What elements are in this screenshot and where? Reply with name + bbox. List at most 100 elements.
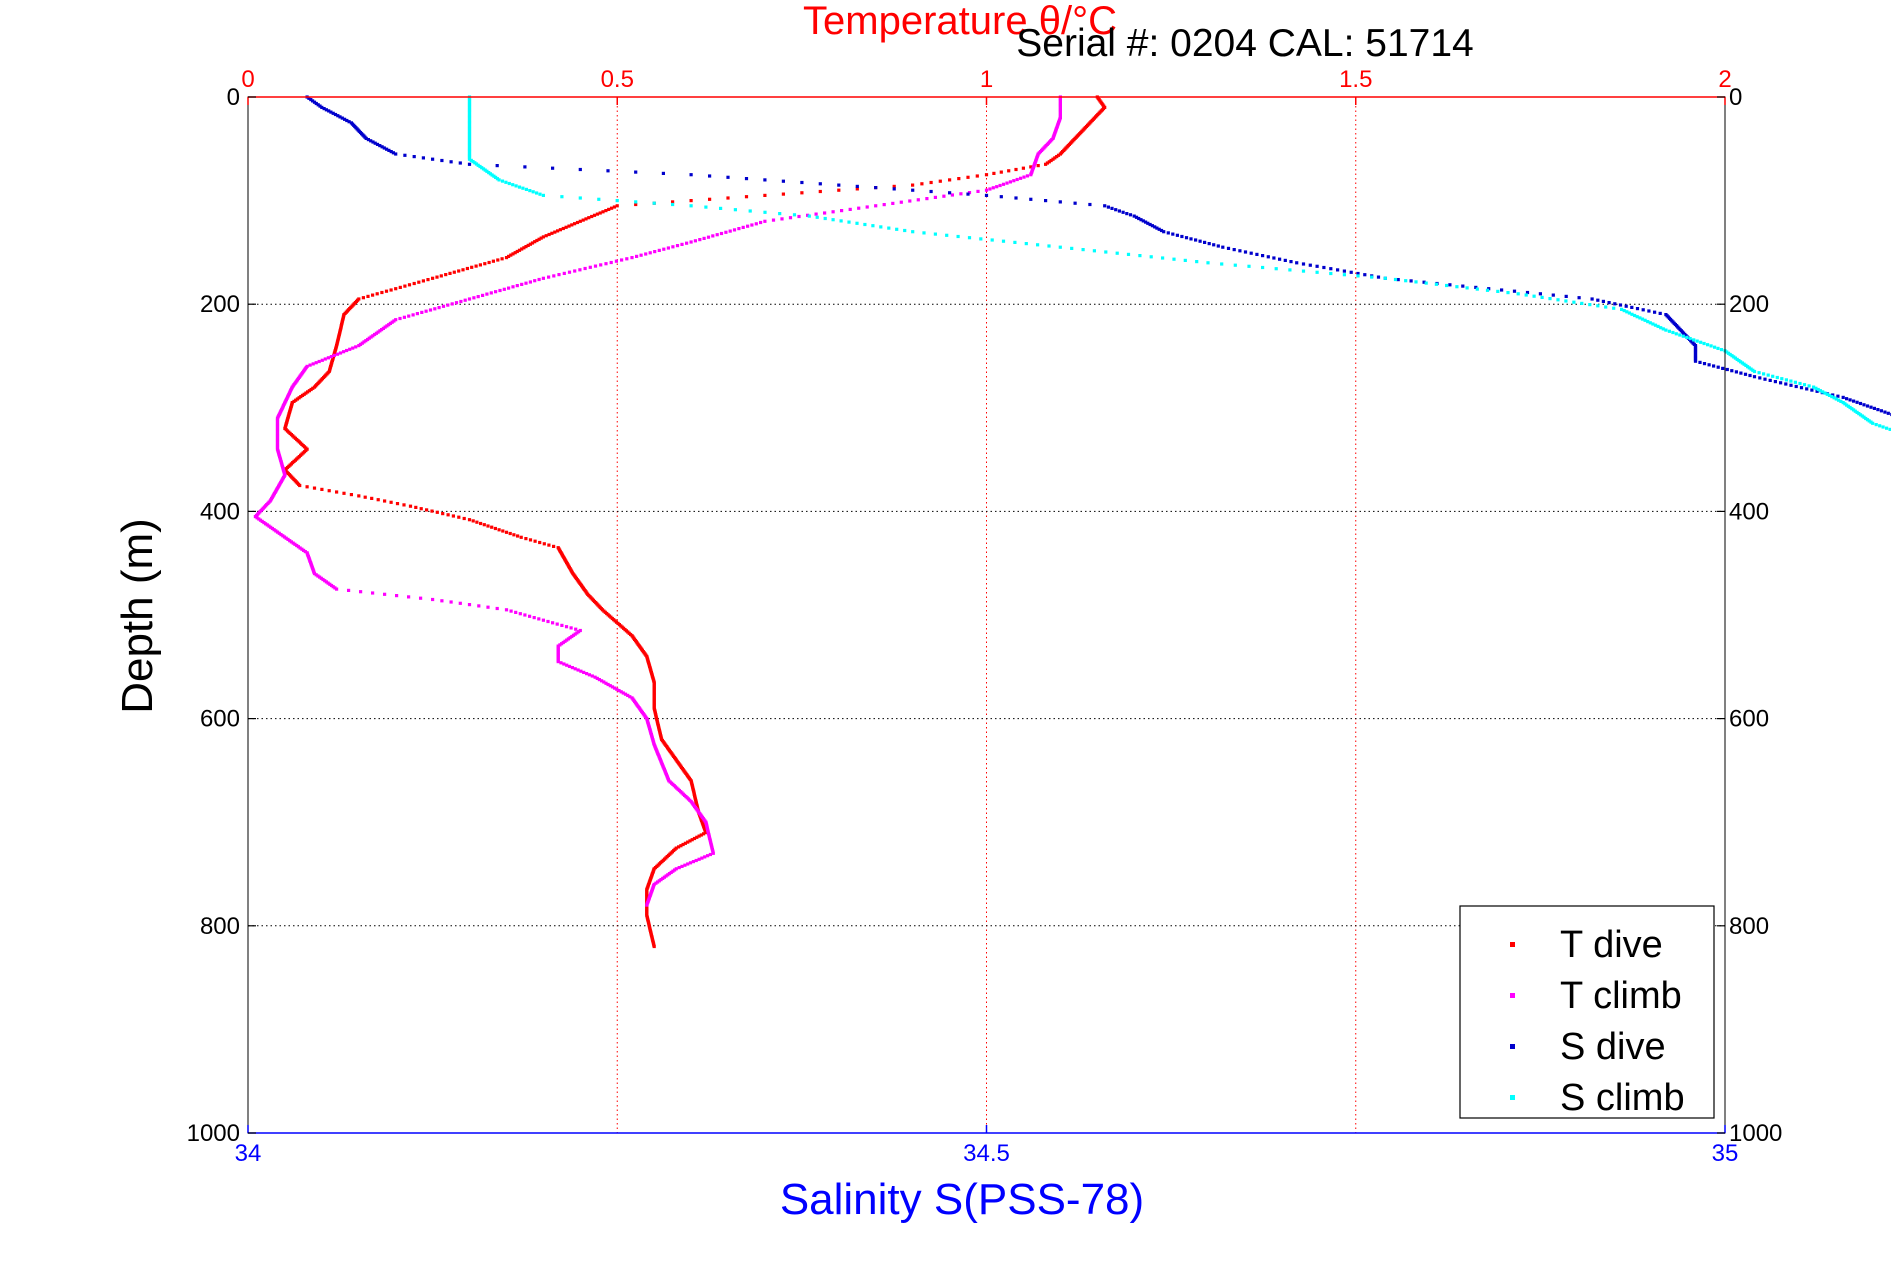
series-point (1153, 225, 1157, 229)
series-point (592, 213, 597, 217)
series-point (1886, 411, 1890, 415)
series-point (517, 185, 522, 189)
legend-label: T climb (1560, 975, 1682, 1017)
series-point (446, 513, 450, 517)
series-point (502, 287, 506, 291)
series-point (697, 834, 701, 838)
series-point (1775, 375, 1779, 380)
series-point (573, 667, 577, 671)
series-point (1841, 401, 1845, 405)
series-point (354, 345, 358, 349)
series-point (1656, 324, 1660, 328)
series-point (879, 225, 883, 229)
series-point (312, 572, 317, 576)
series-point (528, 614, 532, 618)
series-point (634, 202, 638, 207)
series-point (1349, 270, 1353, 274)
series-point (1356, 274, 1360, 278)
legend-marker (1510, 1095, 1515, 1100)
series-point (1630, 305, 1634, 309)
series-point (431, 597, 435, 602)
series-point (781, 192, 785, 196)
series-point (1612, 306, 1616, 310)
series-point (669, 870, 673, 874)
legend-marker (1510, 1044, 1515, 1049)
series-point (1743, 372, 1748, 376)
series-point (1721, 366, 1725, 370)
series-point (1114, 208, 1118, 212)
series-point (1198, 239, 1202, 243)
series-point (1716, 346, 1720, 350)
series-point (426, 278, 430, 282)
series-point (1278, 257, 1282, 261)
series-point (1474, 285, 1478, 289)
series-point (535, 238, 539, 243)
series-point (1869, 420, 1873, 424)
series-point (257, 517, 261, 521)
series-point (384, 289, 389, 293)
series-point (1014, 167, 1018, 172)
series-point (567, 224, 571, 228)
series-point (1070, 246, 1074, 250)
salinity-axis-title: Salinity S(PSS-78) (780, 1175, 1144, 1224)
series-point (335, 587, 339, 591)
series-point (648, 251, 652, 255)
series-point (569, 626, 573, 630)
series-point (407, 283, 412, 287)
series-point (1733, 356, 1737, 360)
series-point (435, 275, 439, 279)
series-point (623, 692, 628, 696)
series-point (673, 868, 677, 872)
series-point (892, 184, 896, 188)
series-point (375, 142, 380, 146)
series-point (463, 298, 467, 302)
series-point (1322, 265, 1326, 270)
series-point (1766, 373, 1770, 377)
series-point (444, 273, 448, 277)
series-point (1742, 362, 1746, 366)
series-point (378, 144, 382, 148)
series-point (966, 175, 970, 179)
series-point (489, 291, 493, 295)
series-point (302, 548, 306, 552)
series-point (324, 108, 328, 112)
series-point (328, 582, 332, 586)
series-point (275, 530, 280, 534)
series-point (314, 573, 318, 577)
series-point (461, 268, 465, 272)
series-point (1315, 270, 1319, 274)
series-point (697, 857, 701, 861)
series-point (685, 241, 689, 245)
series-point (748, 209, 752, 213)
series-point (1638, 316, 1642, 320)
series-point (493, 526, 497, 531)
series-point (689, 204, 693, 208)
series-point (546, 619, 550, 624)
series-point (659, 878, 663, 882)
series-point (741, 225, 745, 229)
series-point (446, 303, 450, 307)
series-point (1295, 261, 1299, 265)
series-point (1730, 369, 1734, 373)
series-point (976, 189, 980, 193)
series-point (984, 188, 989, 192)
series-point (583, 266, 587, 271)
series-point (450, 302, 454, 306)
depth-tick-label-right: 200 (1729, 291, 1769, 318)
series-point (507, 286, 511, 290)
series-point (1876, 408, 1880, 412)
series-point (887, 226, 891, 230)
series-point (1693, 359, 1698, 363)
series-point (457, 515, 461, 519)
series-point (615, 687, 619, 691)
series-point (839, 219, 843, 223)
series-point (874, 204, 878, 208)
series-point (538, 540, 542, 545)
series-point (1633, 313, 1637, 318)
series-point (457, 269, 461, 273)
series-point (903, 228, 907, 233)
series-point (634, 200, 638, 204)
series-point (495, 606, 499, 611)
series-point (530, 241, 535, 245)
series-point (628, 695, 632, 699)
